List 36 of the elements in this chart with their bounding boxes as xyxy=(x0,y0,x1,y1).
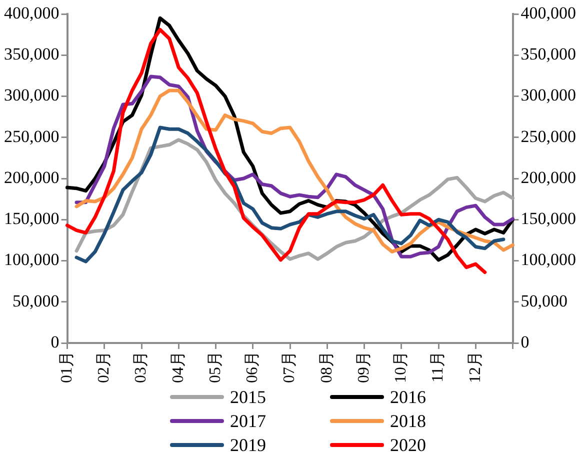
y-tick-label: 400,000 xyxy=(4,3,60,22)
legend-label: 2017 xyxy=(230,410,266,433)
legend-label: 2015 xyxy=(230,386,266,409)
legend-label: 2020 xyxy=(390,434,426,457)
y2-tick-label: 300,000 xyxy=(520,86,576,105)
y2-tick-label: 50,000 xyxy=(520,291,568,310)
x-tick-label: 12月 xyxy=(466,351,484,383)
x-tick-label: 10月 xyxy=(392,351,410,383)
x-tick-label: 02月 xyxy=(96,351,113,383)
y-tick-label: 150,000 xyxy=(4,209,60,228)
y2-tick-label: 250,000 xyxy=(520,126,576,146)
y2-tick-label: 100,000 xyxy=(520,250,576,270)
legend-label: 2016 xyxy=(390,386,426,409)
x-tick-label: 11月 xyxy=(430,351,447,382)
y-tick-label: 200,000 xyxy=(4,168,60,187)
legend-label: 2018 xyxy=(390,410,426,433)
x-tick-label: 04月 xyxy=(170,351,187,383)
x-tick-label: 08月 xyxy=(318,351,336,383)
legend-label: 2019 xyxy=(230,434,266,457)
y2-tick-label: 200,000 xyxy=(520,168,576,187)
x-tick-label: 01月 xyxy=(58,351,76,383)
x-tick-label: 09月 xyxy=(355,351,372,383)
y2-tick-label: 0 xyxy=(520,332,530,352)
y-tick-label: 300,000 xyxy=(4,86,60,105)
y-tick-label: 0 xyxy=(50,332,60,352)
y2-tick-label: 400,000 xyxy=(520,3,576,22)
y2-tick-label: 350,000 xyxy=(520,44,576,64)
x-tick-label: 07月 xyxy=(281,351,298,383)
y-tick-label: 100,000 xyxy=(4,250,60,270)
y-tick-label: 50,000 xyxy=(12,291,60,310)
x-tick-label: 06月 xyxy=(244,351,262,383)
y2-tick-label: 150,000 xyxy=(520,209,576,228)
x-tick-label: 05月 xyxy=(206,351,224,383)
y-tick-label: 350,000 xyxy=(4,44,60,64)
x-tick-label: 03月 xyxy=(132,351,150,383)
y-tick-label: 250,000 xyxy=(4,126,60,146)
